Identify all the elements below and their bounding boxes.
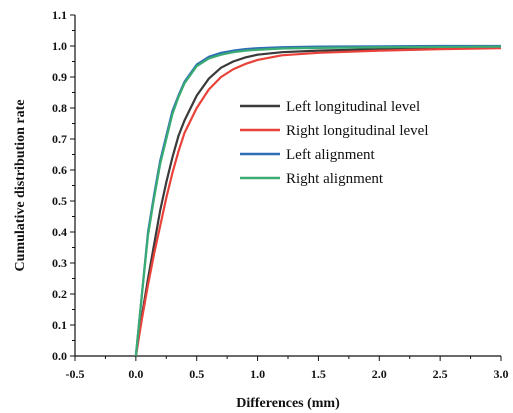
- x-tick-label: 1.5: [311, 367, 326, 381]
- series-line-2: [134, 47, 502, 357]
- x-tick-label: 0.5: [189, 367, 204, 381]
- y-tick-label: 0.5: [52, 194, 67, 208]
- y-tick-label: 0.9: [52, 70, 67, 84]
- x-tick-label: 2.5: [433, 367, 448, 381]
- y-tick-label: 1.0: [52, 39, 67, 53]
- y-tick-label: 0.6: [52, 163, 67, 177]
- series-line-1: [134, 46, 502, 357]
- series-layer: [134, 44, 502, 357]
- legend-label: Right alignment: [286, 171, 384, 187]
- y-tick-label: 0.1: [52, 318, 67, 332]
- legend-label: Left alignment: [286, 147, 376, 163]
- legend-label: Right longitudinal level: [286, 123, 429, 139]
- y-tick-label: 0.0: [52, 349, 67, 363]
- x-tick-label: -0.5: [66, 367, 85, 381]
- y-axis-title: Cumulative distribution rate: [13, 100, 28, 272]
- y-tick-label: 0.8: [52, 101, 67, 115]
- x-tick-label: 3.0: [494, 367, 509, 381]
- x-tick-label: 0.0: [128, 367, 143, 381]
- y-tick-label: 0.3: [52, 256, 67, 270]
- series-line-3: [134, 44, 501, 357]
- ticks-layer: 0.0 0.1 0.2 0.3 0.4 0.5 0.6 0.7 0.8 0.9 1.0 1.1 -0.5…: [52, 8, 509, 381]
- y-tick-label: 0.2: [52, 287, 67, 301]
- y-tick-label: 0.7: [52, 132, 67, 146]
- x-axis-title: Differences (mm): [236, 396, 340, 411]
- legend-label: Left longitudinal level: [286, 99, 420, 115]
- legend: Left longitudinal level Right longitudina…: [240, 99, 429, 187]
- y-tick-label: 1.1: [52, 8, 67, 22]
- x-tick-label: 1.0: [250, 367, 265, 381]
- series-line-4: [134, 45, 502, 357]
- x-tick-label: 2.0: [372, 367, 387, 381]
- y-tick-label: 0.4: [52, 225, 67, 239]
